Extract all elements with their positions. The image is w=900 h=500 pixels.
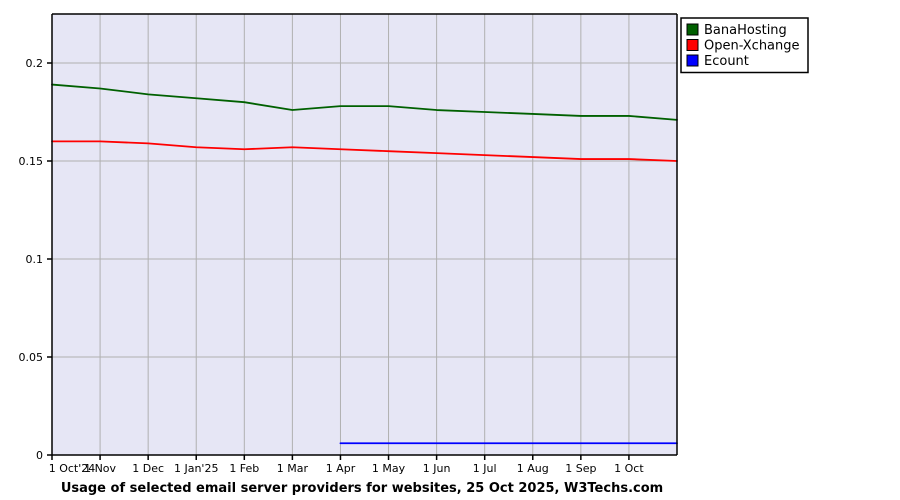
x-tick-label: 1 Jul [473, 462, 497, 475]
legend-swatch-banahosting [686, 23, 699, 36]
y-tick-label: 0.2 [26, 57, 44, 70]
x-gridlines [99, 14, 630, 455]
y-gridlines [52, 62, 677, 358]
x-tick-label: 1 Mar [277, 462, 309, 475]
legend-label-banahosting: BanaHosting [704, 23, 787, 38]
x-tick-label: 1 Aug [517, 462, 549, 475]
x-tick-label: 1 Oct'24 [49, 462, 96, 475]
plot-frame [51, 13, 678, 456]
y-tick-label: 0.1 [26, 253, 44, 266]
x-tick-label: 1 Dec [132, 462, 164, 475]
x-tick-label: 1 Apr [326, 462, 356, 475]
y-tick-label: 0 [36, 449, 43, 462]
x-tick-label: 1 Sep [565, 462, 596, 475]
series-line-banahosting [51, 83, 678, 121]
legend-swatch-open-xchange [686, 39, 699, 51]
x-tick-label: 1 May [372, 462, 406, 475]
x-tick-label: 1 Oct [614, 462, 644, 475]
legend-box [680, 17, 809, 74]
x-tick-label: 1 Nov [84, 462, 116, 475]
x-tick-label: 1 Jan'25 [174, 462, 218, 475]
y-tick-label: 0.05 [19, 351, 44, 364]
series-line-open-xchange [51, 140, 678, 162]
x-tick-label: 1 Feb [229, 462, 259, 475]
x-tick-label: 1 Jun [423, 462, 451, 475]
data-series-group [51, 83, 678, 445]
legend-swatch-ecount [686, 54, 699, 67]
x-axis-ticks: 1 Oct'241 Nov 1 Dec 1 Jan'25 1 Feb 1 Mar 1 Ap… [49, 455, 644, 475]
legend-label-ecount: Ecount [704, 54, 749, 69]
legend-label-open-xchange: Open-Xchange [704, 39, 800, 54]
y-tick-label: 0.15 [19, 155, 44, 168]
plot-area-background [52, 14, 677, 455]
chart-title: Usage of selected email server providers… [61, 481, 663, 496]
y-axis-ticks: 0 0.05 0.1 0.15 0.2 [19, 57, 52, 462]
